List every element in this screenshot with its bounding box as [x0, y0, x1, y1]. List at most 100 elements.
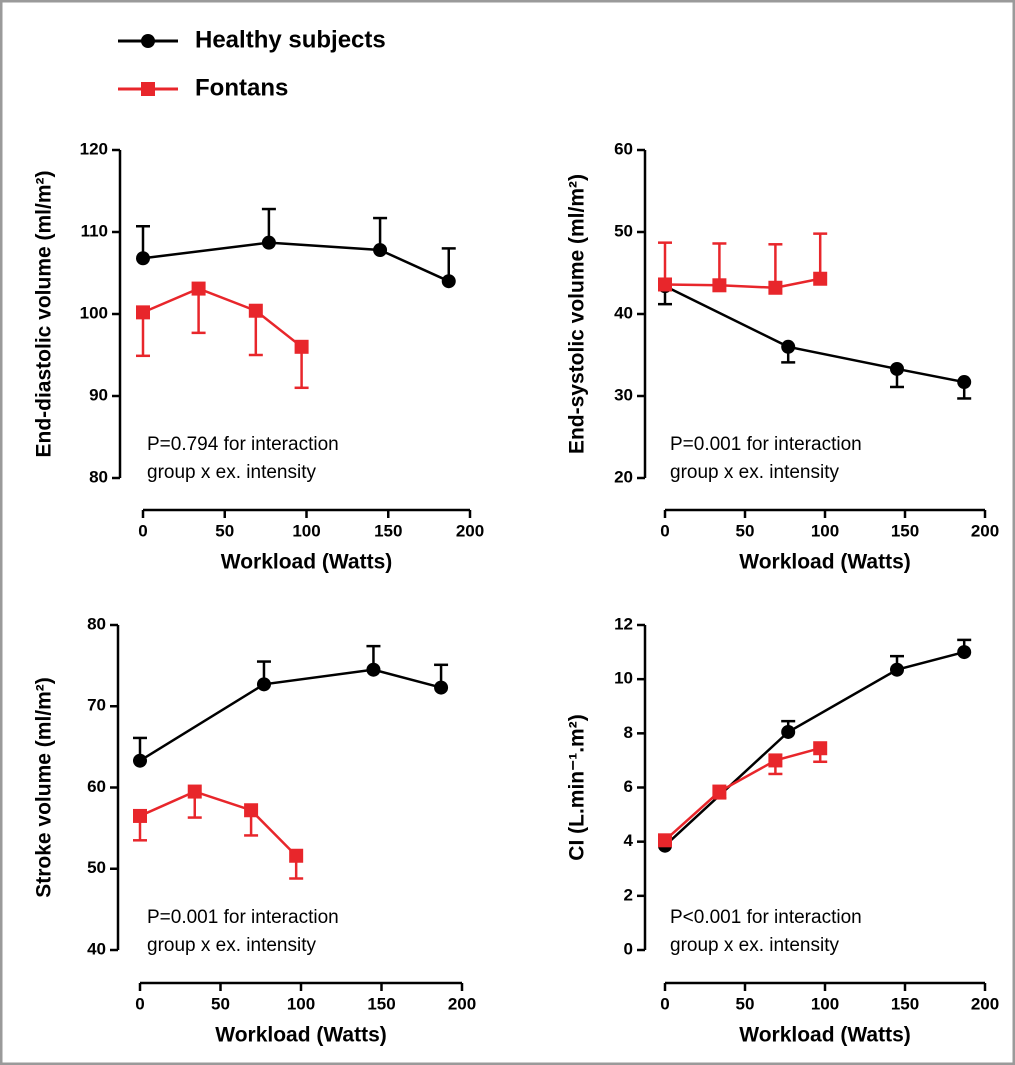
data-point: [768, 753, 783, 768]
series-line: [142, 241, 450, 283]
data-point: [957, 645, 972, 660]
y-tick-label: 50: [614, 221, 633, 240]
x-tick-label: 100: [811, 521, 839, 540]
series-line: [664, 284, 965, 384]
data-point: [136, 251, 150, 266]
annotation: P=0.001 for interaction: [670, 434, 862, 455]
series-line: [142, 287, 303, 348]
data-point: [781, 724, 796, 739]
x-tick-label: 200: [971, 521, 999, 540]
x-tick-label: 100: [292, 521, 320, 540]
data-point: [658, 277, 672, 292]
x-tick-label: 150: [367, 994, 395, 1013]
panel: 80 90 100 110 120 0 50 100 150 200 Workload (Watts…: [33, 139, 485, 573]
y-tick-label: 80: [87, 614, 106, 633]
data-point: [658, 833, 672, 848]
x-axis-label: Workload (Watts): [739, 1024, 911, 1047]
x-tick-label: 150: [891, 521, 919, 540]
legend: Healthy subjects Fontans: [118, 26, 386, 101]
data-point: [434, 680, 449, 695]
data-point: [768, 280, 783, 295]
y-tick-label: 100: [80, 303, 108, 322]
data-point: [441, 274, 456, 289]
data-point: [712, 278, 727, 293]
x-tick-label: 50: [736, 521, 755, 540]
x-tick-label: 100: [287, 994, 315, 1013]
y-axis-label: Stroke volume (ml/m²): [33, 677, 56, 898]
y-tick-label: 50: [87, 858, 106, 877]
x-tick-label: 150: [374, 521, 402, 540]
y-tick-label: 90: [89, 385, 108, 404]
x-tick-label: 0: [135, 994, 144, 1013]
legend-label: Fontans: [195, 74, 288, 101]
x-tick-label: 0: [660, 994, 669, 1013]
series-line: [664, 747, 821, 842]
y-tick-label: 60: [87, 777, 106, 796]
annotation: P=0.001 for interaction: [147, 907, 339, 928]
data-point: [187, 784, 202, 799]
annotation: P=0.794 for interaction: [147, 434, 339, 455]
panel: 0 2 4 6 8 10 12 0 50 100 150 200 Workload (Watts) CI …: [566, 614, 1000, 1046]
x-tick-label: 200: [448, 994, 476, 1013]
x-tick-label: 200: [456, 521, 484, 540]
data-point: [373, 243, 388, 258]
data-point: [133, 753, 147, 768]
annotation: group x ex. intensity: [670, 935, 839, 956]
data-point: [294, 339, 309, 354]
legend-marker: [141, 34, 155, 48]
y-tick-label: 0: [624, 939, 633, 958]
legend-marker: [141, 82, 155, 96]
x-tick-label: 50: [211, 994, 230, 1013]
y-tick-label: 80: [89, 467, 108, 486]
data-point: [136, 305, 150, 320]
annotation: group x ex. intensity: [147, 935, 316, 956]
x-tick-label: 100: [811, 994, 839, 1013]
y-axis-label: End-diastolic volume (ml/m²): [33, 170, 56, 457]
data-point: [133, 808, 147, 823]
data-point: [890, 361, 904, 376]
data-point: [813, 741, 828, 756]
y-tick-label: 120: [80, 139, 108, 158]
data-point: [957, 375, 972, 390]
y-tick-label: 8: [624, 723, 633, 742]
y-tick-label: 4: [624, 831, 634, 850]
y-tick-label: 60: [614, 139, 633, 158]
y-tick-label: 40: [87, 939, 106, 958]
data-point: [261, 235, 276, 250]
panel: 40 50 60 70 80 0 50 100 150 200 Workload (Watts) St…: [33, 614, 477, 1046]
y-tick-label: 70: [87, 696, 106, 715]
series-line: [139, 790, 298, 857]
y-tick-label: 110: [81, 221, 108, 240]
data-point: [781, 339, 796, 354]
x-axis-label: Workload (Watts): [739, 551, 911, 574]
x-tick-label: 50: [736, 994, 755, 1013]
annotation: group x ex. intensity: [670, 462, 839, 483]
data-point: [289, 848, 304, 863]
y-axis-label: End-systolic volume (ml/m²): [566, 174, 589, 454]
x-tick-label: 50: [215, 521, 234, 540]
y-tick-label: 20: [614, 467, 633, 486]
series-line: [139, 668, 442, 762]
x-axis-label: Workload (Watts): [221, 551, 393, 574]
y-axis-label: CI (L.min⁻¹.m²): [566, 714, 589, 860]
x-tick-label: 0: [660, 521, 669, 540]
data-point: [256, 677, 271, 692]
data-point: [366, 662, 381, 677]
x-tick-label: 150: [891, 994, 919, 1013]
legend-label: Healthy subjects: [195, 26, 386, 53]
annotation: P<0.001 for interaction: [670, 907, 862, 928]
y-tick-label: 12: [614, 614, 633, 633]
data-point: [244, 803, 259, 818]
y-tick-label: 10: [614, 669, 633, 688]
data-point: [890, 662, 904, 677]
data-point: [813, 271, 828, 286]
data-point: [248, 303, 263, 318]
x-tick-label: 200: [971, 994, 999, 1013]
annotation: group x ex. intensity: [147, 462, 316, 483]
x-tick-label: 0: [138, 521, 147, 540]
x-axis-label: Workload (Watts): [215, 1024, 387, 1047]
y-tick-label: 30: [614, 385, 633, 404]
data-point: [712, 784, 727, 799]
